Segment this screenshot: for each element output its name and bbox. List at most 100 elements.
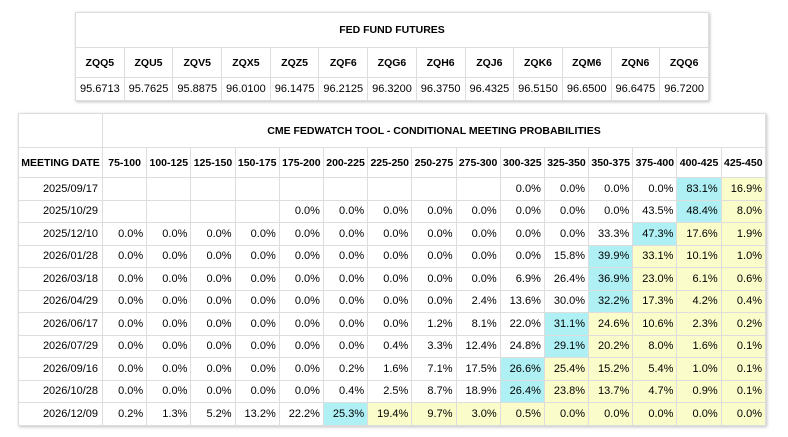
probability: 0.0% <box>278 199 324 223</box>
probability: 24.6% <box>588 312 634 336</box>
probability: 6.9% <box>499 267 545 291</box>
probability: 22.0% <box>499 312 545 336</box>
row: 2026/01/28 0.0% 0.0% 0.0% 0.0% 0.0% 0.0% 0.0% 0.… <box>18 244 767 268</box>
meeting-date: 2026/06/17 <box>18 312 103 336</box>
futures-value: 96.1475 <box>269 77 320 101</box>
range-header: 200-225 <box>322 147 369 178</box>
probability: 0.0% <box>190 379 236 403</box>
row: 2025/10/29 0.0% 0.0% 0.0% 0.0% 0.0% 0.0% 0.0% 0.… <box>18 199 767 223</box>
range-header: 425-450 <box>720 147 767 178</box>
meeting-date: 2026/12/09 <box>18 402 103 426</box>
probability: 0.0% <box>190 312 236 336</box>
probability: 0.0% <box>146 289 192 313</box>
probability: 0.0% <box>234 244 280 268</box>
futures-value: 96.3200 <box>367 77 417 101</box>
probability: 0.0% <box>322 267 369 291</box>
probability: 1.3% <box>146 402 192 426</box>
meeting-date: 2025/10/29 <box>18 199 103 223</box>
probability: 26.4% <box>543 267 590 291</box>
probability: 8.0% <box>632 334 678 358</box>
probability: 0.0% <box>367 199 413 223</box>
probability: 0.0% <box>588 177 634 201</box>
empty-cell <box>234 199 280 223</box>
probability: 0.0% <box>278 289 324 313</box>
probability: 0.0% <box>367 244 413 268</box>
row: 2026/03/18 0.0% 0.0% 0.0% 0.0% 0.0% 0.0% 0.0% 0.… <box>18 267 767 291</box>
probability: 0.0% <box>234 312 280 336</box>
range-header: 250-275 <box>411 147 457 178</box>
probability: 0.0% <box>499 199 545 223</box>
fedwatch-table: CME FEDWATCH TOOL - CONDITIONAL MEETING … <box>18 113 767 426</box>
probability: 0.0% <box>278 244 324 268</box>
probability: 0.0% <box>234 334 280 358</box>
probability: 0.4% <box>367 334 413 358</box>
probability: 0.0% <box>322 244 369 268</box>
probability: 23.0% <box>632 267 678 291</box>
probability: 48.4% <box>676 199 722 223</box>
probability: 0.0% <box>499 244 545 268</box>
probability: 0.0% <box>101 222 148 246</box>
probability: 0.0% <box>411 244 457 268</box>
row: 2025/09/17 0.0% 0.0% 0.0% 0.0% 83.1% 16.9% <box>18 177 767 201</box>
meeting-date: 2026/01/28 <box>18 244 103 268</box>
probability: 13.6% <box>499 289 545 313</box>
probability: 15.2% <box>588 357 634 381</box>
probability: 25.4% <box>543 357 590 381</box>
probability: 2.3% <box>676 312 722 336</box>
range-header: 225-250 <box>367 147 413 178</box>
empty-cell <box>190 177 236 201</box>
probability: 0.2% <box>101 402 148 426</box>
futures-value: 95.6713 <box>75 77 125 101</box>
futures-title: FED FUND FUTURES <box>75 12 709 48</box>
empty-cell <box>101 177 148 201</box>
probability: 0.0% <box>322 289 369 313</box>
probability: 0.0% <box>543 199 590 223</box>
probability: 0.0% <box>101 357 148 381</box>
probability: 0.0% <box>322 199 369 223</box>
probability: 0.0% <box>455 222 501 246</box>
probability: 0.0% <box>455 244 501 268</box>
probability: 0.0% <box>322 222 369 246</box>
probability: 0.5% <box>499 402 545 426</box>
probability: 5.2% <box>190 402 236 426</box>
futures-header: ZQJ6 <box>464 47 515 78</box>
probability: 0.0% <box>146 244 192 268</box>
probability: 0.0% <box>190 222 236 246</box>
probability: 0.0% <box>146 357 192 381</box>
probability: 20.2% <box>588 334 634 358</box>
range-header: 100-125 <box>146 147 192 178</box>
probability: 0.0% <box>367 312 413 336</box>
probability: 2.5% <box>367 379 413 403</box>
probability: 47.3% <box>632 222 678 246</box>
empty-cell <box>190 199 236 223</box>
probability: 0.0% <box>322 312 369 336</box>
futures-header: ZQQ5 <box>75 47 125 78</box>
probability: 0.0% <box>499 177 545 201</box>
probability: 0.0% <box>146 267 192 291</box>
meeting-date: 2026/09/16 <box>18 357 103 381</box>
futures-header: ZQU5 <box>123 47 174 78</box>
empty-cell <box>411 177 457 201</box>
probability: 0.0% <box>278 334 324 358</box>
probability: 0.0% <box>146 312 192 336</box>
probability: 0.4% <box>720 289 767 313</box>
row: 2026/07/29 0.0% 0.0% 0.0% 0.0% 0.0% 0.0% 0.4% 3.… <box>18 334 767 358</box>
meeting-date: 2026/07/29 <box>18 334 103 358</box>
empty-cell <box>234 177 280 201</box>
probability: 0.0% <box>234 379 280 403</box>
probability: 0.0% <box>101 244 148 268</box>
probability: 30.0% <box>543 289 590 313</box>
probability: 0.0% <box>190 244 236 268</box>
probability: 39.9% <box>588 244 634 268</box>
probability: 0.0% <box>411 199 457 223</box>
row: 2025/12/10 0.0% 0.0% 0.0% 0.0% 0.0% 0.0% 0.0% 0.… <box>18 222 767 246</box>
probability: 0.0% <box>234 222 280 246</box>
meeting-date: 2025/12/10 <box>18 222 103 246</box>
empty-cell <box>101 199 148 223</box>
futures-header: ZQM6 <box>561 47 612 78</box>
empty-cell <box>322 177 369 201</box>
meeting-date: 2026/03/18 <box>18 267 103 291</box>
probability: 17.5% <box>455 357 501 381</box>
probability: 0.0% <box>411 267 457 291</box>
